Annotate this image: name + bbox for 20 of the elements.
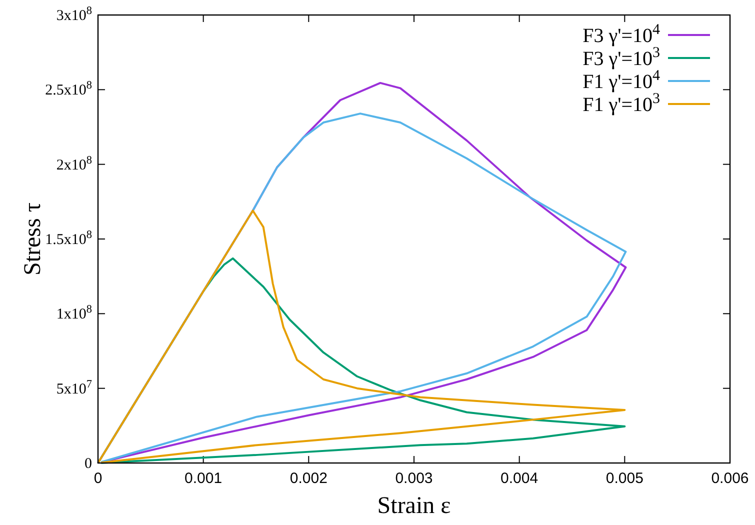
x-axis-title: Strain ε [377, 493, 451, 519]
y-tick-label: 0 [84, 456, 92, 472]
legend-label: F3 γ'=10$^{4}$ [582, 22, 660, 47]
y-tick-label: 3x10$^{8}$ [56, 5, 92, 24]
x-tick-label: 0.003 [395, 470, 433, 487]
x-tick-label: 0.001 [184, 470, 222, 487]
x-tick-label: 0.002 [290, 470, 328, 487]
legend-label: F3 γ'=10$^{3}$ [582, 45, 660, 70]
x-tick-label: 0.004 [500, 470, 538, 487]
x-tick-label: 0.006 [711, 470, 749, 487]
y-axis-title: Stress τ [20, 202, 46, 276]
y-tick-label: 1x10$^{8}$ [56, 304, 92, 323]
y-tick-label: 1.5x10$^{8}$ [45, 229, 92, 248]
legend-label: F1 γ'=10$^{3}$ [582, 91, 660, 116]
legend-label: F1 γ'=10$^{4}$ [582, 68, 660, 93]
y-tick-label: 5x10$^{7}$ [56, 378, 92, 398]
line-series [97, 210, 626, 464]
x-tick-label: 0.005 [606, 470, 644, 487]
y-tick-label: 2.5x10$^{8}$ [45, 80, 92, 99]
y-tick-label: 2x10$^{8}$ [56, 154, 92, 174]
